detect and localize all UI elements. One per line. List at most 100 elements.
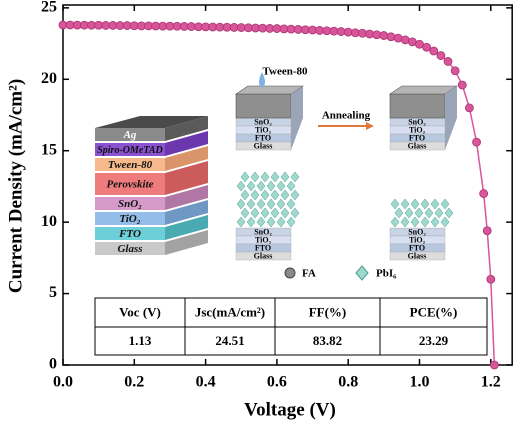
data-point: [393, 33, 403, 43]
crystal: [440, 198, 450, 210]
crystal: [290, 207, 300, 219]
x-axis-title: Voltage (V): [244, 399, 336, 420]
drop-label: Tween-80: [262, 66, 308, 78]
stack-layer-label: Spiro-OMeTAD: [97, 145, 163, 156]
data-point: [443, 57, 453, 66]
crystal: [240, 171, 250, 183]
stack-layer-side: [165, 146, 208, 171]
crystal: [394, 207, 404, 219]
data-point: [429, 46, 439, 56]
stack-layer-label: Glass: [117, 243, 142, 255]
data-point: [436, 51, 446, 60]
crystal: [430, 216, 440, 228]
x-tick-label: 0.6: [267, 374, 287, 391]
film-block: [235, 93, 292, 119]
data-point: [379, 31, 389, 40]
crystal: [420, 216, 430, 228]
sub-layer: [389, 251, 446, 261]
film-side: [291, 86, 303, 150]
crystal: [260, 207, 270, 219]
x-tick-label: 1.0: [410, 374, 430, 391]
sub-layer-label: Glass: [408, 251, 427, 260]
crystal: [250, 207, 260, 219]
crystal: [240, 207, 250, 219]
layer-top: [95, 116, 208, 128]
stack-layer: [95, 242, 165, 255]
crystal: [260, 171, 270, 183]
crystal: [266, 216, 276, 228]
data-point: [422, 42, 432, 52]
crystal: [246, 180, 256, 192]
x-tick-label: 0.0: [53, 374, 73, 391]
crystal: [250, 171, 260, 183]
y-tick-label: 15: [41, 141, 57, 158]
data-point: [386, 32, 396, 42]
table-header: Jsc(mA/cm²): [195, 304, 265, 319]
sub-layer-label: TiO₂: [255, 235, 272, 244]
crystal: [236, 180, 246, 192]
crystal: [246, 198, 256, 210]
crystal: [256, 198, 266, 210]
stack-layer-label: FTO: [118, 228, 141, 240]
crystal: [276, 180, 286, 192]
crystal: [390, 198, 400, 210]
y-tick-label: 25: [41, 0, 57, 16]
stack-layer-label: Perovskite: [106, 179, 153, 191]
sub-layer-label: SnO₂: [408, 117, 426, 126]
table-cell: 24.51: [215, 333, 244, 348]
data-point: [479, 189, 489, 198]
data-point: [400, 35, 410, 45]
crystal: [280, 189, 290, 201]
crystal: [290, 189, 300, 201]
data-point: [486, 274, 496, 284]
table-cell: 83.82: [313, 333, 342, 348]
sub-layer-label: FTO: [255, 133, 271, 142]
y-tick-label: 20: [41, 70, 57, 87]
sub-layer-label: FTO: [409, 133, 425, 142]
data-point: [472, 137, 481, 147]
crystal: [270, 207, 280, 219]
crystal: [420, 198, 430, 210]
arrow-label: Annealing: [322, 110, 371, 122]
stack-layer-side: [165, 161, 208, 195]
table-header: FF(%): [309, 304, 347, 319]
stack-layer: [95, 128, 165, 141]
stack-layer-label: TiO₂: [119, 213, 140, 225]
crystal: [246, 216, 256, 228]
stack-layer-side: [165, 131, 208, 156]
stack-layer: [95, 212, 165, 225]
stack-layer-side: [165, 185, 208, 210]
table-cell: 1.13: [129, 333, 152, 348]
stack-layer: [95, 227, 165, 240]
crystal: [444, 207, 454, 219]
sub-layer-label: Glass: [254, 251, 273, 260]
data-point: [489, 360, 499, 370]
crystal: [404, 207, 414, 219]
sub-layer-label: Glass: [408, 141, 427, 150]
crystal: [256, 216, 266, 228]
stack-layer-label: Tween-80: [108, 159, 153, 171]
crystal: [260, 189, 270, 201]
crystal: [240, 189, 250, 201]
table-header: Voc (V): [119, 304, 161, 319]
legend-label: FA: [302, 268, 316, 280]
x-tick-label: 0.8: [338, 374, 358, 391]
stack-layer-side: [165, 200, 208, 225]
crystal: [280, 207, 290, 219]
crystal: [276, 198, 286, 210]
y-tick-label: 0: [49, 356, 57, 373]
crystal: [424, 207, 434, 219]
crystal: [270, 171, 280, 183]
arrow-head: [366, 122, 374, 130]
sub-layer: [235, 251, 292, 261]
crystal: [266, 198, 276, 210]
sub-layer-label: FTO: [255, 243, 271, 252]
crystal: [276, 216, 286, 228]
stack-layer-side: [165, 230, 208, 255]
crystal: [410, 198, 420, 210]
crystal: [414, 207, 424, 219]
crystal: [270, 189, 280, 201]
stack-layer: [95, 143, 165, 156]
